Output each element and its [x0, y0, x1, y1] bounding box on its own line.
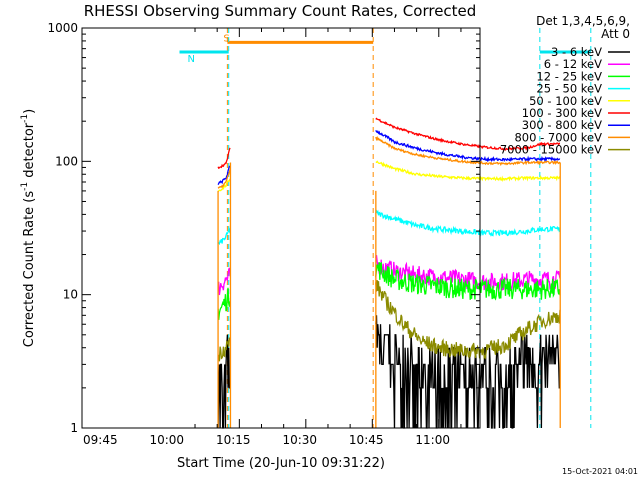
series-4-line-1	[375, 160, 561, 183]
flag-N-label: N	[188, 54, 195, 65]
series-5-line-0	[217, 147, 231, 169]
series-2-line-0	[217, 287, 231, 320]
x-tick-label-1: 10:00	[149, 433, 184, 447]
series-4-line-0	[217, 178, 231, 192]
series-8-line-1	[375, 280, 561, 360]
legend-label-3: 25 - 50 keV	[536, 82, 602, 96]
timestamp: 15-Oct-2021 04:01	[562, 467, 638, 476]
series-7-line-0	[217, 169, 231, 189]
y-tick-label-3: 1000	[47, 21, 78, 35]
series-1	[217, 255, 561, 296]
y-tick-label-1: 10	[63, 288, 78, 302]
y-tick-label-2: 100	[55, 154, 78, 168]
x-tick-label-0: 09:45	[83, 433, 118, 447]
series-5-line-1	[375, 117, 560, 151]
series-4	[217, 160, 561, 192]
flag-S-label: S	[223, 33, 229, 44]
series-2-line-1	[375, 262, 561, 301]
series-8-line-0	[217, 337, 231, 362]
series-3-line-0	[217, 227, 231, 246]
legend-label-1: 6 - 12 keV	[544, 57, 602, 71]
legend-label-5: 100 - 300 keV	[522, 106, 602, 120]
series-1-line-1	[375, 255, 561, 292]
series-6-line-1	[375, 130, 561, 163]
legend-label-4: 50 - 100 keV	[529, 94, 602, 108]
legend-label-2: 12 - 25 keV	[536, 69, 602, 83]
series-5	[217, 117, 560, 169]
series-3-line-1	[375, 209, 561, 237]
series-6	[217, 130, 561, 186]
legend-header-line2: Att 0	[601, 27, 630, 41]
legend-label-6: 300 - 800 keV	[522, 118, 602, 132]
x-tick-label-4: 10:45	[349, 433, 384, 447]
x-tick-label-3: 10:30	[282, 433, 317, 447]
series-8	[217, 280, 561, 362]
y-axis-label: Corrected Count Rate (s-1 detector-1)	[20, 109, 37, 347]
x-tick-label-2: 10:15	[216, 433, 251, 447]
y-axis: 1 10 100 1000	[47, 21, 480, 435]
x-tick-label-5: 11:00	[415, 433, 450, 447]
y-tick-label-0: 1	[70, 421, 78, 435]
plot-frame	[81, 27, 481, 429]
x-axis: 09:45 10:00 10:15 10:30 10:45 11:00	[83, 28, 462, 447]
series-7	[217, 135, 561, 189]
legend-label-8: 7000 - 15000 keV	[500, 143, 602, 157]
series-2	[217, 262, 561, 320]
legend-label-0: 3 - 6 keV	[551, 45, 602, 59]
series-7-line-1	[375, 135, 561, 167]
series-3	[217, 209, 561, 246]
legend-label-7: 800 - 7000 keV	[514, 130, 602, 144]
series-6-line-0	[217, 165, 231, 186]
series-1-line-0	[217, 267, 231, 296]
chart-title: RHESSI Observing Summary Count Rates, Co…	[84, 2, 477, 20]
series-0-line-1	[375, 315, 560, 429]
x-axis-label: Start Time (20-Jun-10 09:31:22)	[177, 456, 385, 471]
plot-data: SN	[179, 28, 592, 429]
legend-header-line1: Det 1,3,4,5,6,9,	[536, 14, 630, 28]
